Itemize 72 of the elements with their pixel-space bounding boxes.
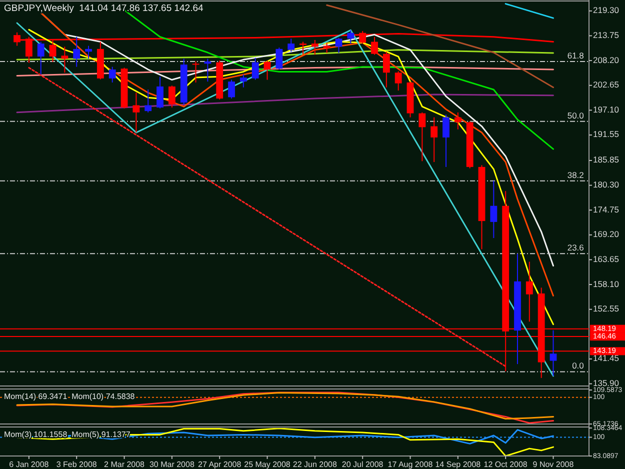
x-tick-label: 30 Mar 2008 [149,460,195,469]
candlestick [490,180,498,239]
y-tick-label: 158.10 [593,278,620,289]
x-tick-label: 20 Jul 2008 [342,460,384,469]
candlestick [240,74,247,88]
candlestick [418,112,426,162]
candlestick [311,40,318,56]
candlestick [526,261,533,322]
annotation: 38.2 [567,170,584,180]
y-tick-label: 135.90 [593,378,620,388]
y-tick-label: 185.85 [593,154,620,165]
candlestick [156,76,164,109]
candlestick [144,89,152,113]
annotation: 50.0 [567,110,584,120]
candlestick [61,46,68,74]
line-series [326,4,554,88]
x-tick-label: 14 Sep 2008 [435,460,482,469]
candlestick [204,58,212,82]
candlestick [442,114,450,168]
y-tick-label: 141.45 [593,353,620,364]
line-series [16,66,554,77]
candlestick [85,45,92,60]
candlestick [394,70,402,92]
candlestick [228,79,235,100]
candlestick [371,36,378,56]
y-tick-label: 163.65 [593,254,620,264]
chart-title: GBPJPY,Weekly 141.04 147.86 137.65 142.64 [4,3,204,14]
candlestick [300,41,306,56]
y-tick-label: 191.55 [593,129,620,140]
x-tick-label: 9 Nov 2008 [532,460,574,469]
candlestick [323,42,330,54]
candlestick [276,47,283,70]
candlestick [168,85,176,108]
candlestick [132,92,140,134]
y-tick-label: 180.30 [593,180,620,190]
candlestick [335,37,342,54]
candlestick [192,60,200,83]
candlestick [73,36,80,68]
y-tick-label: 169.20 [593,229,620,240]
x-tick-label: 17 Aug 2008 [388,460,434,469]
chart-title: Mom(14) 69.3471 Mom(10) 74.5838 [4,392,136,401]
annotation: 0.0 [572,360,584,371]
candlestick [347,30,354,44]
y-tick-label: 213.75 [593,30,620,40]
x-tick-label: 2 Mar 2008 [104,460,146,469]
y-tick-label: 219.30 [593,5,620,16]
candlestick [550,330,557,376]
candlestick [382,51,390,88]
x-tick-label: 25 May 2008 [244,460,291,469]
y-tick-label: 174.75 [593,204,620,214]
candlestick [454,112,462,130]
annotation: 23.6 [567,242,584,253]
line-series [16,49,554,60]
x-tick-label: 3 Feb 2008 [56,460,98,469]
line-series [28,28,554,326]
x-tick-label: 6 Jan 2008 [9,460,50,469]
y-tick-label: 197.10 [593,104,620,114]
y-tick-label: 208.20 [593,54,620,65]
annotation: 61.8 [567,50,584,60]
x-tick-label: 27 Apr 2008 [198,460,242,469]
candlestick [430,116,438,163]
line-series [16,22,554,377]
x-tick-label: 22 Jun 2008 [292,460,338,469]
candlestick [37,41,44,75]
y-tick-label: 202.65 [593,80,620,90]
candlestick [264,60,271,80]
x-tick-label: 12 Oct 2008 [484,460,528,469]
y-tick-label: 152.55 [593,304,620,314]
candlestick [108,66,116,83]
candlestick [288,38,295,52]
line-series [16,94,554,114]
candlestick [252,57,259,80]
